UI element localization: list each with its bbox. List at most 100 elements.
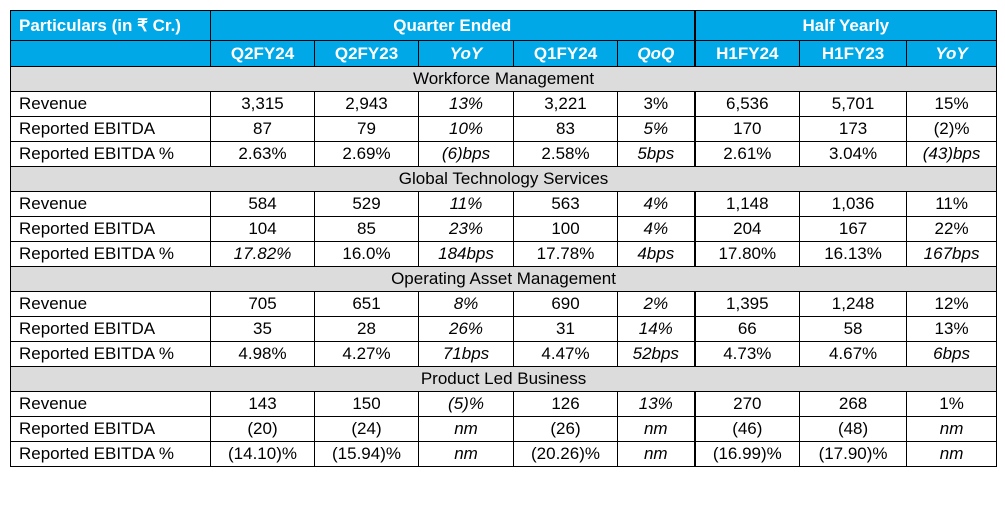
table-cell: 170	[693, 116, 801, 142]
table-cell: 2%	[616, 291, 696, 317]
row-label: Reported EBITDA %	[10, 441, 211, 467]
row-label: Revenue	[10, 391, 211, 417]
table-cell: (48)	[799, 416, 908, 442]
table-cell: 79	[314, 116, 419, 142]
table-cell: 23%	[418, 216, 514, 242]
table-cell: (24)	[314, 416, 419, 442]
table-cell: 13%	[906, 316, 998, 342]
column-header: Q1FY24	[513, 40, 618, 67]
table-cell: 143	[210, 391, 315, 417]
table-cell: 4.47%	[513, 341, 618, 367]
header-blank-cell	[10, 40, 211, 67]
table-cell: 17.78%	[513, 241, 618, 267]
table-cell: nm	[616, 441, 696, 467]
row-label: Revenue	[10, 91, 211, 117]
table-cell: 4.98%	[210, 341, 315, 367]
table-row: Reported EBITDA (20) (24) nm (26) nm (46) (48) n…	[10, 416, 998, 442]
table-cell: nm	[616, 416, 696, 442]
table-cell: 4%	[616, 191, 696, 217]
table-cell: 4bps	[616, 241, 696, 267]
table-cell: 1,248	[799, 291, 908, 317]
table-cell: (20.26)%	[513, 441, 618, 467]
header-row-groups: Particulars (in ₹ Cr.) Quarter Ended Hal…	[10, 10, 998, 41]
table-cell: 5%	[616, 116, 696, 142]
column-header: YoY	[906, 40, 998, 67]
half-yearly-header: Half Yearly	[693, 10, 998, 41]
table-cell: 11%	[906, 191, 998, 217]
table-cell: 167	[799, 216, 908, 242]
table-cell: 690	[513, 291, 618, 317]
table-cell: nm	[418, 441, 514, 467]
table-row: Revenue 705 651 8% 690 2% 1,395 1,248 12%	[10, 291, 998, 317]
table-row: Revenue 143 150 (5)% 126 13% 270 268 1%	[10, 391, 998, 417]
table-cell: 173	[799, 116, 908, 142]
table-row: Reported EBITDA 35 28 26% 31 14% 66 58 13%	[10, 316, 998, 342]
section-title: Product Led Business	[9, 366, 998, 392]
quarter-ended-header: Quarter Ended	[209, 10, 696, 41]
particulars-header: Particulars (in ₹ Cr.)	[10, 10, 211, 41]
table-cell: 13%	[418, 91, 514, 117]
table-cell: 126	[513, 391, 618, 417]
table-cell: 13%	[616, 391, 696, 417]
table-cell: 2.63%	[210, 141, 315, 167]
table-cell: 184bps	[418, 241, 514, 267]
table-cell: (17.90)%	[799, 441, 908, 467]
row-label: Reported EBITDA %	[10, 341, 211, 367]
row-label: Reported EBITDA	[10, 316, 211, 342]
row-label: Revenue	[10, 291, 211, 317]
table-row: Revenue 584 529 11% 563 4% 1,148 1,036 11%	[10, 191, 998, 217]
table-cell: 167bps	[906, 241, 998, 267]
section-row: Global Technology Services	[9, 166, 998, 192]
table-cell: 4.67%	[799, 341, 908, 367]
table-cell: (16.99)%	[693, 441, 801, 467]
table-cell: 1%	[906, 391, 998, 417]
table-cell: 31	[513, 316, 618, 342]
table-cell: 529	[314, 191, 419, 217]
table-cell: 100	[513, 216, 618, 242]
section-title: Workforce Management	[9, 66, 998, 92]
table-cell: 58	[799, 316, 908, 342]
header-row-columns: Q2FY24 Q2FY23 YoY Q1FY24 QoQ H1FY24 H1FY…	[10, 40, 998, 67]
table-cell: 3.04%	[799, 141, 908, 167]
table-cell: nm	[906, 441, 998, 467]
table-cell: 2,943	[314, 91, 419, 117]
table-cell: 8%	[418, 291, 514, 317]
table-cell: (14.10)%	[210, 441, 315, 467]
table-cell: 17.80%	[693, 241, 801, 267]
table-cell: 4%	[616, 216, 696, 242]
table-cell: 5bps	[616, 141, 696, 167]
table-body: Workforce Management Revenue 3,315 2,943 13%…	[9, 66, 998, 467]
section-row: Workforce Management	[9, 66, 998, 92]
table-cell: 10%	[418, 116, 514, 142]
table-cell: 52bps	[616, 341, 696, 367]
row-label: Reported EBITDA	[10, 216, 211, 242]
table-cell: (2)%	[906, 116, 998, 142]
table-cell: 71bps	[418, 341, 514, 367]
table-cell: 87	[210, 116, 315, 142]
section-title: Operating Asset Management	[9, 266, 998, 292]
column-header: Q2FY23	[314, 40, 419, 67]
table-cell: 16.13%	[799, 241, 908, 267]
column-header: QoQ	[616, 40, 696, 67]
table-cell: nm	[418, 416, 514, 442]
table-cell: 12%	[906, 291, 998, 317]
table-cell: 270	[693, 391, 801, 417]
table-cell: 2.58%	[513, 141, 618, 167]
row-label: Reported EBITDA %	[10, 241, 211, 267]
financial-table: Particulars (in ₹ Cr.) Quarter Ended Hal…	[9, 10, 998, 467]
table-cell: 6,536	[693, 91, 801, 117]
table-cell: 563	[513, 191, 618, 217]
table-cell: 22%	[906, 216, 998, 242]
table-cell: 2.69%	[314, 141, 419, 167]
table-cell: (6)bps	[418, 141, 514, 167]
column-header: Q2FY24	[210, 40, 315, 67]
table-cell: 705	[210, 291, 315, 317]
table-cell: 104	[210, 216, 315, 242]
table-cell: (43)bps	[906, 141, 998, 167]
table-cell: (26)	[513, 416, 618, 442]
table-cell: 85	[314, 216, 419, 242]
section-row: Product Led Business	[9, 366, 998, 392]
table-cell: 83	[513, 116, 618, 142]
table-cell: 150	[314, 391, 419, 417]
table-cell: 584	[210, 191, 315, 217]
